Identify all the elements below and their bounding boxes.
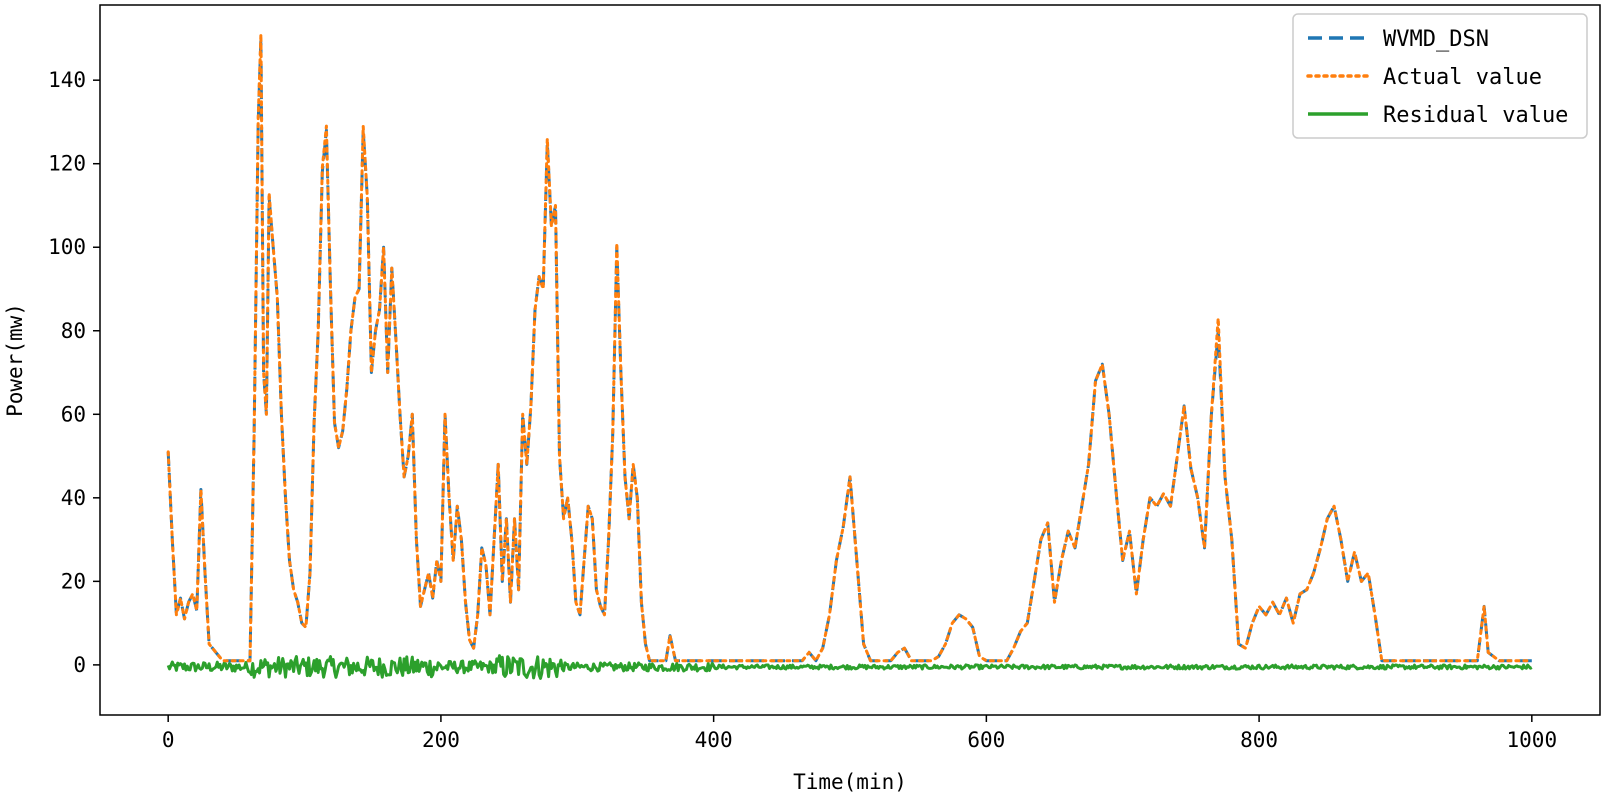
plot-frame [99,4,1601,716]
legend-label-residual-value: Residual value [1383,103,1568,128]
y-tick-label: 120 [48,152,86,176]
y-axis: 0 20 40 60 80 100 120 140 [48,68,100,677]
y-tick-label: 60 [61,402,86,426]
y-tick-label: 20 [61,569,86,593]
y-axis-label: Power(mw) [3,303,27,417]
x-tick-label: 200 [422,728,460,752]
y-tick-label: 0 [73,653,86,677]
x-tick-label: 600 [967,728,1005,752]
legend-box [1292,13,1588,139]
x-tick-label: 400 [695,728,733,752]
x-tick-label: 800 [1240,728,1278,752]
y-tick-label: 80 [61,319,86,343]
series-line-residual-value [166,654,1533,680]
x-axis-label: Time(min) [793,770,907,794]
legend-label-wvmd-dsn: WVMD_DSN [1383,27,1489,52]
x-axis: 0 200 400 600 800 1000 [162,715,1557,752]
x-tick-label: 1000 [1507,728,1558,752]
y-tick-label: 100 [48,235,86,259]
y-tick-label: 40 [61,486,86,510]
legend-label-actual-value: Actual value [1383,65,1542,90]
plot-lines [166,32,1534,680]
x-tick-label: 0 [162,728,175,752]
y-tick-label: 140 [48,68,86,92]
series-line-actual-value [166,32,1534,663]
legend: WVMD_DSN Actual value Residual value [1292,13,1588,139]
